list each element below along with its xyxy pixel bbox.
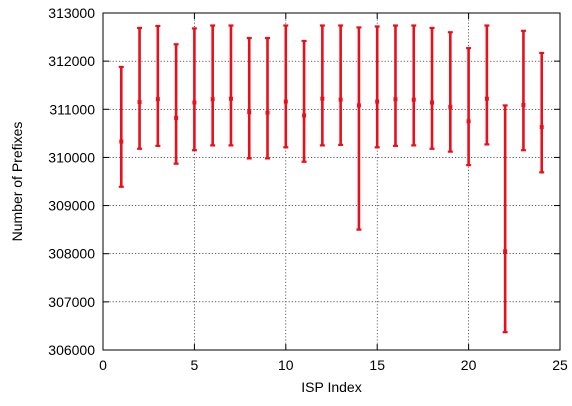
- y-tick-label: 313000: [48, 5, 95, 21]
- y-tick-label: 308000: [48, 246, 95, 262]
- data-series: [118, 24, 545, 334]
- data-point: [137, 100, 142, 105]
- y-tick-label: 306000: [48, 342, 95, 358]
- x-tick-label: 5: [191, 357, 199, 373]
- x-axis-title: ISP Index: [301, 379, 361, 395]
- data-point: [265, 110, 270, 115]
- axis-ticks: [102, 12, 561, 351]
- data-point: [174, 115, 179, 120]
- plot-frame: [102, 12, 561, 351]
- x-tick-label: 25: [552, 357, 568, 373]
- x-tick-label: 20: [461, 357, 477, 373]
- y-tick-labels: 306000 307000 308000 309000 310000 311000 3120…: [48, 5, 95, 358]
- x-tick-labels: 0 5 10 15 20 25: [99, 357, 568, 373]
- grid: [103, 13, 560, 350]
- y-tick-label: 311000: [49, 101, 95, 117]
- data-point: [192, 100, 197, 105]
- data-point: [210, 97, 215, 102]
- x-tick-label: 15: [369, 357, 385, 373]
- x-tick-label: 0: [99, 357, 107, 373]
- y-axis-title: Number of Prefixes: [9, 122, 25, 242]
- y-tick-label: 312000: [48, 53, 95, 69]
- data-point: [247, 110, 252, 115]
- y-tick-label: 307000: [48, 294, 95, 310]
- data-point: [375, 99, 380, 104]
- data-point: [283, 99, 288, 104]
- y-tick-label: 309000: [48, 198, 95, 214]
- data-point: [503, 249, 508, 254]
- y-tick-label: 310000: [48, 149, 95, 165]
- data-point: [356, 103, 361, 108]
- data-point: [539, 125, 544, 130]
- data-point: [411, 97, 416, 102]
- data-point: [430, 100, 435, 105]
- data-point: [302, 113, 307, 118]
- data-point: [119, 139, 124, 144]
- data-point: [393, 97, 398, 102]
- data-point: [320, 96, 325, 101]
- data-point: [484, 96, 489, 101]
- data-point: [338, 97, 343, 102]
- data-point: [521, 102, 526, 107]
- data-point: [228, 96, 233, 101]
- data-point: [466, 119, 471, 124]
- data-point: [155, 97, 160, 102]
- data-point: [448, 104, 453, 109]
- x-tick-label: 10: [278, 357, 294, 373]
